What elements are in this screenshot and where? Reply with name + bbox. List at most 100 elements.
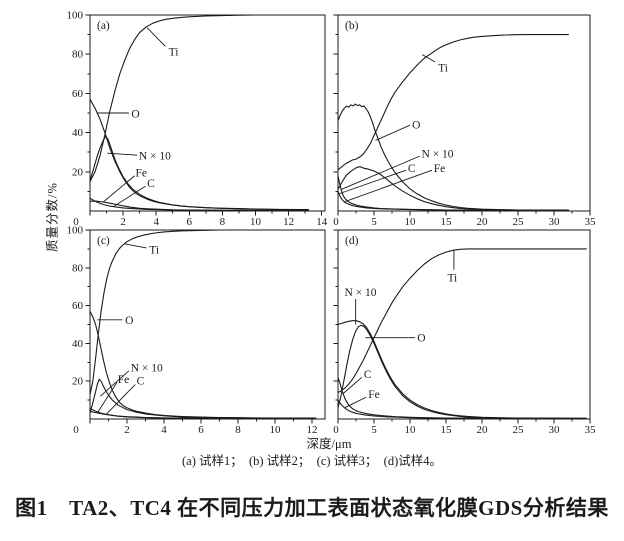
series-line-N×10 — [89, 378, 317, 419]
leader-line-Fe — [343, 169, 433, 203]
x-tick-label: 4 — [153, 216, 159, 228]
x-tick-label: 6 — [198, 424, 204, 436]
corner-label-c: (c) — [97, 235, 110, 247]
x-tick-label: 8 — [235, 424, 241, 436]
y-tick-label: 40 — [72, 127, 84, 139]
series-line-N×10 — [89, 135, 310, 211]
subplot-d: 0 5 10 15 20 25 30 35 N × 10 O Ti C Fe (d) — [333, 229, 597, 436]
leader-line-Fe — [344, 396, 367, 409]
series-line-N×10 — [337, 324, 587, 419]
annotation-label-Ti: Ti — [438, 62, 448, 74]
series-line-N×10 — [337, 166, 569, 211]
series-line-Fe — [337, 399, 587, 419]
x-tick-label: 0 — [333, 216, 339, 228]
x-tick-label: 10 — [250, 216, 262, 228]
series-line-C — [89, 197, 310, 211]
series-line-Ti — [337, 248, 587, 394]
x-tick-label: 10 — [405, 424, 417, 436]
x-tick-label: 25 — [513, 216, 525, 228]
leader-line-N×10 — [341, 155, 420, 190]
figure-title: 图1 TA2、TC4 在不同压力加工表面状态氧化膜GDS分析结果 — [15, 496, 609, 520]
x-tick-label: 12 — [283, 216, 294, 228]
axes-frame — [337, 14, 591, 212]
x-tick-label: 15 — [441, 424, 453, 436]
x-tick-label: 35 — [585, 216, 597, 228]
x-tick-label: 35 — [585, 424, 597, 436]
annotation-label-N×10: N × 10 — [139, 151, 171, 163]
x-tick-label: 20 — [477, 424, 489, 436]
annotation-label-O: O — [125, 315, 133, 327]
y-axis-label: 质量分数/% — [45, 182, 60, 252]
x-tick-label: 15 — [441, 216, 453, 228]
x-tick-label: 6 — [187, 216, 193, 228]
x-tick-label: 0 — [333, 424, 339, 436]
series-line-Fe — [337, 190, 569, 211]
y-tick-label: 20 — [72, 166, 84, 178]
annotation-label-Ti: Ti — [169, 47, 179, 59]
leader-line-C — [113, 185, 146, 207]
annotation-label-Fe: Fe — [136, 167, 148, 179]
x-axis-label: 深度/μm — [306, 437, 352, 451]
annotation-label-C: C — [147, 178, 155, 190]
y-tick-label: 60 — [72, 300, 84, 312]
leader-line-N×10 — [99, 370, 130, 397]
subplot-a: 20 40 60 80 100 0 2 4 6 8 10 12 14 Ti O N × 10 FeC (a) — [67, 10, 328, 229]
x-tick-label: 30 — [549, 216, 561, 228]
annotation-label-O: O — [412, 119, 420, 131]
y-tick-label: 40 — [72, 338, 84, 350]
corner-label-b: (b) — [345, 20, 359, 32]
x-tick-label: 30 — [549, 424, 561, 436]
x-tick-label: 12 — [307, 424, 318, 436]
annotation-label-N×10: N × 10 — [131, 362, 163, 374]
series-line-Ti — [89, 14, 310, 183]
x-tick-label: 0 — [73, 216, 79, 228]
annotation-label-C: C — [408, 163, 416, 175]
leader-line-Fe — [102, 175, 135, 203]
x-tick-label: 10 — [270, 424, 282, 436]
leader-line-C — [342, 377, 363, 394]
leader-line-Ti — [146, 27, 166, 47]
annotation-label-O: O — [131, 108, 139, 120]
x-tick-label: 20 — [477, 216, 489, 228]
corner-label-d: (d) — [345, 235, 359, 247]
series-line-O — [337, 103, 569, 211]
y-tick-label: 60 — [72, 88, 84, 100]
x-tick-label: 4 — [161, 424, 167, 436]
annotation-label-O: O — [417, 333, 425, 345]
annotation-label-N×10: N × 10 — [422, 149, 454, 161]
annotation-label-Fe: Fe — [368, 389, 380, 401]
leader-line-Ti — [125, 243, 147, 249]
leader-line-C — [338, 169, 407, 195]
leader-line-Ti — [422, 54, 436, 63]
annotation-label-Ti: Ti — [447, 273, 457, 285]
x-tick-label: 2 — [124, 424, 130, 436]
x-tick-label: 25 — [513, 424, 525, 436]
series-line-C — [89, 408, 317, 419]
series-line-O — [89, 310, 317, 419]
x-tick-label: 10 — [405, 216, 417, 228]
y-tick-label: 80 — [72, 49, 84, 61]
y-tick-label: 80 — [72, 262, 84, 274]
leader-line-Fe — [97, 382, 118, 413]
x-tick-label: 5 — [371, 216, 377, 228]
subplot-b: 0 5 10 15 20 25 30 35 Ti O N × 10 C Fe (b) — [333, 14, 597, 228]
annotation-label-C: C — [364, 369, 372, 381]
leader-line-O — [375, 124, 411, 141]
annotation-label-Fe: Fe — [118, 374, 130, 386]
corner-label-a: (a) — [97, 20, 110, 32]
x-tick-label: 5 — [371, 424, 377, 436]
x-tick-label: 2 — [120, 216, 126, 228]
y-tick-label: 100 — [67, 225, 84, 237]
x-tick-label: 0 — [73, 424, 79, 436]
leader-line-N×10 — [107, 152, 138, 156]
y-tick-label: 20 — [72, 376, 84, 388]
x-tick-label: 14 — [316, 216, 328, 228]
series-line-Ti — [337, 34, 569, 171]
annotation-label-N×10: N × 10 — [344, 287, 376, 299]
series-line-Ti — [89, 229, 317, 395]
leader-line-C — [105, 384, 136, 415]
annotation-label-Ti: Ti — [149, 244, 159, 256]
